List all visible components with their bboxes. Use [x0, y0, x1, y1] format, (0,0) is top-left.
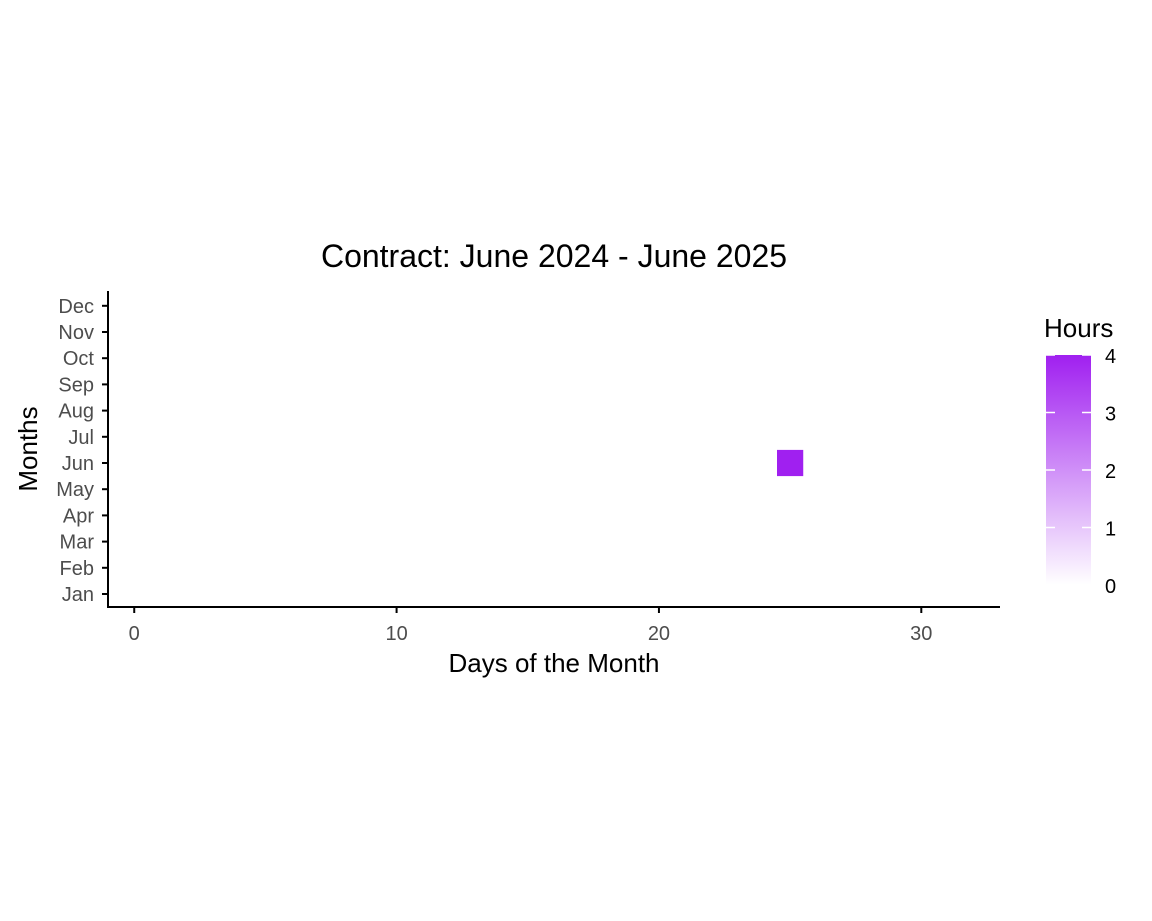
- y-tick-label: Aug: [58, 401, 94, 423]
- x-axis-ticks: 0 10 20 30: [129, 607, 932, 645]
- legend-tick-label: 4: [1105, 346, 1116, 368]
- x-tick-label: 30: [910, 623, 932, 645]
- y-tick-label: Jan: [62, 584, 94, 606]
- x-tick-label: 20: [648, 623, 670, 645]
- legend-tick-label: 0: [1105, 576, 1116, 598]
- legend-tick-label: 2: [1105, 461, 1116, 483]
- y-tick-label: Nov: [58, 322, 94, 344]
- x-tick-label: 10: [385, 623, 407, 645]
- y-tick-label: Dec: [58, 296, 94, 318]
- legend-tick-label: 3: [1105, 404, 1116, 426]
- y-tick-label: Jun: [62, 453, 94, 475]
- y-tick-label: Apr: [63, 505, 94, 527]
- heatmap-cell: [777, 449, 804, 477]
- x-axis-title: Days of the Month: [449, 648, 660, 678]
- y-tick-label: Mar: [60, 532, 95, 554]
- y-tick-label: May: [56, 479, 94, 501]
- chart-title: Contract: June 2024 - June 2025: [321, 238, 787, 274]
- heatmap-cells: [777, 449, 804, 477]
- y-tick-label: Oct: [63, 348, 95, 370]
- y-axis-ticks: Jan Feb Mar Apr May Jun Jul Aug Sep Oct Nov Dec: [56, 296, 108, 606]
- y-tick-label: Sep: [58, 374, 94, 396]
- x-tick-label: 0: [129, 623, 140, 645]
- legend-title: Hours: [1044, 313, 1113, 343]
- y-axis-title: Months: [13, 406, 43, 491]
- y-tick-label: Feb: [60, 558, 94, 580]
- legend-tick-label: 1: [1105, 519, 1116, 541]
- y-tick-label: Jul: [68, 427, 94, 449]
- legend-ticks: 0 1 2 3 4: [1046, 346, 1116, 598]
